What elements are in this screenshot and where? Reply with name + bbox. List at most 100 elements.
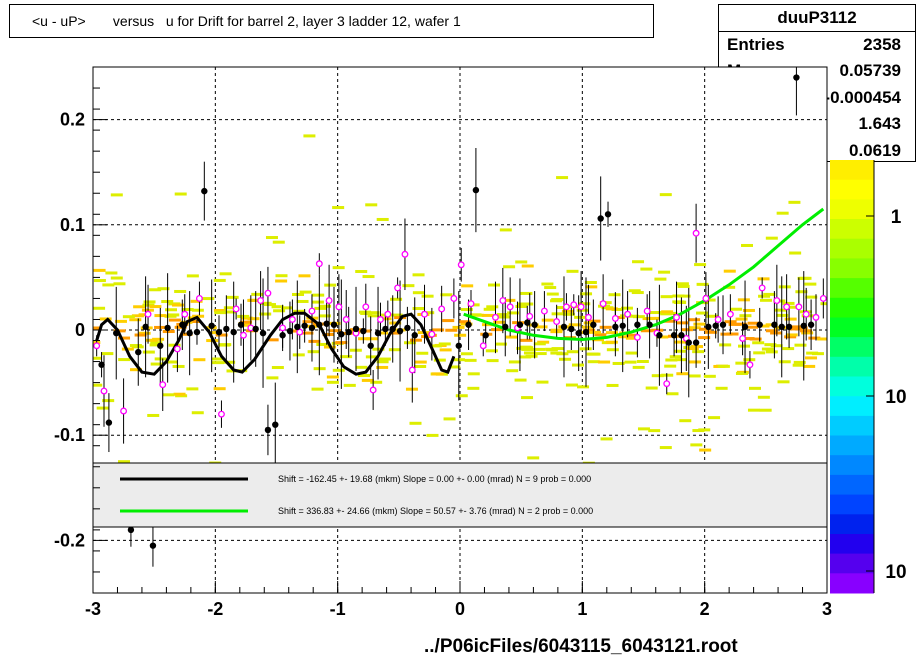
density-cell: [390, 297, 403, 301]
density-cell: [248, 298, 261, 302]
density-cell: [561, 309, 574, 313]
x-axis-tick-label: 0: [455, 599, 465, 619]
density-cell: [366, 337, 379, 341]
profile-point-black: [113, 329, 120, 337]
density-cell: [582, 461, 595, 465]
density-cell: [191, 411, 204, 415]
density-cell: [409, 338, 422, 342]
density-cell: [612, 361, 625, 365]
density-cell: [698, 428, 711, 432]
density-cell: [804, 282, 817, 286]
density-cell: [612, 315, 625, 319]
density-cell: [574, 315, 587, 319]
density-cell: [669, 355, 682, 359]
density-cell: [275, 279, 288, 283]
plot-frame: [92, 66, 828, 594]
density-cell: [576, 497, 589, 501]
profile-point-magenta: [562, 303, 570, 311]
density-cell: [154, 314, 167, 318]
density-cell: [110, 193, 123, 197]
density-cell: [789, 305, 802, 309]
density-cell: [764, 343, 777, 347]
color-scale-cell: [830, 573, 874, 594]
density-cell: [778, 360, 791, 364]
profile-point-magenta: [783, 303, 791, 311]
profile-point-black: [157, 342, 164, 349]
color-scale-bar: 1 10 10: [830, 160, 907, 594]
x-axis-tick-label: -2: [207, 599, 223, 619]
density-cell: [598, 304, 611, 308]
density-cell: [519, 345, 532, 349]
density-cell: [305, 324, 318, 328]
density-cell: [696, 282, 709, 286]
profile-point-black: [516, 321, 524, 328]
density-cell: [747, 408, 760, 412]
profile-point-black: [531, 321, 538, 328]
density-cell: [93, 356, 102, 360]
density-cell: [311, 300, 324, 304]
profile-point-magenta: [308, 307, 316, 315]
density-cell: [142, 303, 155, 307]
density-cell: [378, 357, 391, 361]
density-cell: [389, 331, 402, 335]
profile-point-black: [208, 322, 215, 329]
density-cell: [752, 341, 765, 345]
density-cell: [235, 369, 248, 373]
density-cell: [237, 314, 250, 318]
density-cell: [238, 323, 251, 327]
density-cell: [301, 331, 314, 335]
density-cell: [162, 330, 175, 334]
density-cell: [129, 344, 142, 348]
density-cell: [551, 347, 564, 351]
color-scale-cell: [830, 435, 874, 456]
density-cell: [340, 331, 353, 335]
profile-point-magenta: [499, 297, 507, 304]
density-cell: [307, 350, 320, 354]
y-axis-tick-label: 0.1: [60, 215, 85, 235]
density-cell: [332, 206, 345, 210]
density-cell: [393, 328, 406, 332]
density-cell: [355, 365, 368, 369]
density-cell: [414, 365, 427, 369]
profile-point-magenta: [296, 328, 304, 336]
density-cell: [303, 134, 316, 138]
profile-point-black: [692, 339, 700, 346]
grid-lines: [93, 67, 827, 593]
color-scale-cell: [830, 337, 874, 358]
density-cell: [431, 372, 444, 376]
density-cell: [648, 429, 661, 433]
profile-point-black: [179, 321, 186, 328]
profile-point-black: [105, 419, 113, 426]
density-cell: [302, 320, 315, 324]
profile-point-magenta: [726, 310, 734, 318]
density-cell: [376, 217, 389, 221]
density-cell: [692, 429, 705, 433]
density-cell: [496, 313, 509, 317]
density-cell: [361, 378, 374, 382]
profile-point-black: [634, 321, 641, 328]
density-cell: [167, 313, 180, 317]
density-cell: [792, 363, 805, 367]
density-cell: [519, 355, 532, 359]
density-cell: [355, 269, 368, 273]
profile-point-magenta: [325, 297, 333, 304]
density-cell: [319, 304, 332, 308]
profile-point-magenta: [144, 310, 152, 318]
density-cell: [800, 329, 813, 333]
density-cell: [191, 308, 204, 312]
density-cell: [688, 318, 701, 322]
density-cell: [486, 359, 499, 363]
profile-point-black: [201, 187, 208, 195]
density-cell: [417, 331, 430, 335]
profile-point-black: [272, 421, 279, 428]
profile-point-black: [382, 325, 389, 333]
profile-point-magenta: [428, 330, 436, 338]
density-cell: [534, 352, 547, 356]
density-cell: [176, 322, 189, 326]
density-cell: [703, 298, 716, 302]
density-cell: [515, 304, 528, 308]
density-cell: [580, 292, 593, 296]
density-cell: [578, 330, 591, 334]
density-cell: [379, 317, 392, 321]
profile-point-magenta: [93, 342, 101, 350]
